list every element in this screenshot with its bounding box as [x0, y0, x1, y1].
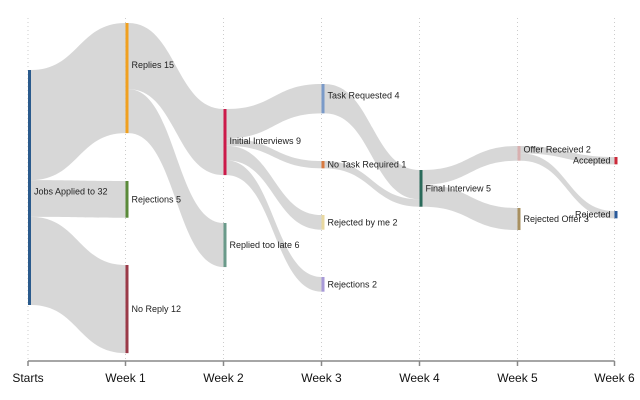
sankey-node-label-rej1: Rejections 5 [132, 194, 182, 204]
sankey-node-notask [321, 161, 325, 169]
sankey-node-rejected6 [614, 211, 618, 219]
sankey-link-offer-rejected6 [520, 153, 615, 219]
sankey-node-rejoffer [517, 208, 521, 231]
sankey-node-label-replies: Replies 15 [132, 60, 175, 70]
sankey-node-label-init: Initial Interviews 9 [230, 136, 302, 146]
sankey-node-offer [517, 146, 521, 161]
sankey-node-task [321, 84, 325, 114]
sankey-link-replies-late [128, 89, 224, 268]
x-tick-label: Week 6 [594, 371, 635, 385]
x-tick-label: Week 5 [497, 371, 538, 385]
sankey-link-start-replies [31, 23, 126, 181]
sankey-link-start-noreply [31, 216, 126, 354]
x-tick-label: Week 3 [301, 371, 342, 385]
sankey-node-label-start: Jobs Applied to 32 [34, 187, 108, 197]
sankey-node-rej1 [125, 181, 129, 218]
sankey-link-init-rejme [226, 145, 322, 230]
sankey-node-final [419, 170, 423, 207]
sankey-node-noreply [125, 265, 129, 354]
node-layer [28, 23, 618, 354]
sankey-node-accepted [614, 157, 618, 165]
sankey-node-label-noreply: No Reply 12 [132, 304, 182, 314]
sankey-link-init-notask [226, 138, 322, 169]
sankey-node-init [223, 109, 227, 176]
sankey-node-label-rejoffer: Rejected Offer 3 [524, 214, 589, 224]
link-layer [31, 23, 615, 354]
sankey-link-start-rej1 [31, 180, 126, 218]
sankey-node-label-late: Replied too late 6 [230, 240, 300, 250]
sankey-node-replies [125, 23, 129, 134]
sankey-link-offer-accepted [520, 146, 615, 165]
sankey-node-label-notask: No Task Required 1 [328, 160, 407, 170]
sankey-node-label-offer: Offer Received 2 [524, 144, 591, 154]
x-tick-label: Starts [12, 371, 43, 385]
sankey-node-rej3 [321, 277, 325, 292]
sankey-link-notask-final [324, 161, 420, 207]
sankey-link-final-offer [422, 146, 518, 185]
sankey-node-start [28, 70, 31, 305]
sankey-link-task-final [324, 84, 420, 200]
sankey-node-label-final: Final Interview 5 [426, 183, 492, 193]
sankey-link-init-task [226, 84, 322, 139]
sankey-node-label-rej3: Rejections 2 [328, 279, 378, 289]
label-layer: Jobs Applied to 32 Replies 15 Rejections 5… [34, 60, 611, 314]
x-axis: Starts Week 1 Week 2 Week 3 Week 4 Week 5 Week… [12, 360, 635, 385]
sankey-link-replies-init [128, 23, 224, 176]
x-tick-label: Week 4 [399, 371, 440, 385]
x-tick-label: Week 1 [105, 371, 146, 385]
sankey-node-rejme [321, 215, 325, 230]
sankey-node-label-accepted: Accepted [573, 156, 611, 166]
sankey-link-final-rejoffer [422, 184, 518, 231]
sankey-node-label-task: Task Requested 4 [328, 91, 400, 101]
sankey-link-init-rej3 [226, 160, 322, 292]
sankey-node-label-rejected6: Rejected [575, 210, 611, 220]
x-tick-label: Week 2 [203, 371, 244, 385]
sankey-node-label-rejme: Rejected by me 2 [328, 217, 398, 227]
sankey-node-late [223, 223, 227, 268]
